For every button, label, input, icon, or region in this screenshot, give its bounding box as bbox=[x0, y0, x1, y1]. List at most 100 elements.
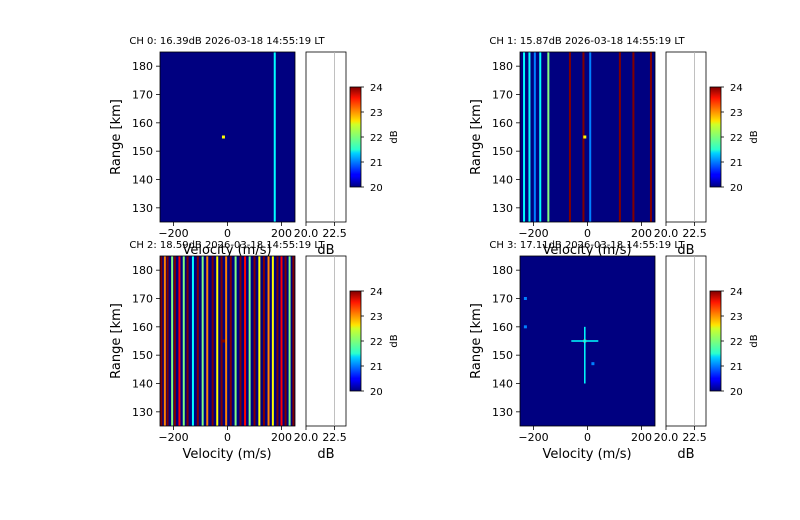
spectral-stripe bbox=[191, 256, 194, 426]
colorbar-tick-label: 21 bbox=[730, 158, 743, 169]
y-tick-label: 130 bbox=[492, 406, 513, 419]
spectral-stripe bbox=[523, 52, 526, 222]
panel-title: CH 0: 16.39dB 2026-03-18 14:55:19 LT bbox=[129, 36, 325, 47]
y-tick-label: 140 bbox=[492, 378, 513, 391]
heatmap bbox=[160, 52, 295, 222]
spectral-stripe bbox=[258, 256, 261, 426]
colorbar-tick-label: 20 bbox=[370, 183, 383, 194]
spectral-stripe bbox=[253, 256, 256, 426]
spectral-stripe bbox=[220, 256, 223, 426]
heatmap bbox=[520, 52, 655, 222]
spectral-stripe bbox=[539, 52, 542, 222]
spectral-stripe bbox=[201, 256, 204, 426]
spectral-stripe bbox=[216, 256, 219, 426]
profile-tick-label: 22.5 bbox=[682, 227, 707, 240]
profile-tick-label: 20.0 bbox=[654, 227, 679, 240]
spectral-stripe bbox=[271, 256, 274, 426]
panels-layer: CH 0: 16.39dB 2026-03-18 14:55:19 LT −200… bbox=[109, 36, 760, 462]
x-tick-label: 0 bbox=[224, 431, 231, 444]
y-tick-label: 160 bbox=[132, 321, 153, 334]
colorbar-tick-label: 20 bbox=[370, 387, 383, 398]
spectral-stripe bbox=[292, 256, 295, 426]
y-tick-label: 150 bbox=[132, 349, 153, 362]
profile-axis-label: dB bbox=[317, 447, 334, 462]
x-tick-label: −200 bbox=[158, 431, 188, 444]
x-tick-label: −200 bbox=[518, 431, 548, 444]
spectral-stripe bbox=[178, 256, 181, 426]
echo-point bbox=[221, 339, 225, 343]
colorbar-tick-label: 22 bbox=[730, 133, 743, 144]
x-tick-label: −200 bbox=[518, 227, 548, 240]
panel-ch2: CH 2: 18.59dB 2026-03-18 14:55:19 LT −200… bbox=[109, 240, 400, 462]
spectral-stripe bbox=[234, 256, 237, 426]
panel-ch3: CH 3: 17.11dB 2026-03-18 14:55:19 LT −200… bbox=[469, 240, 760, 462]
spectral-stripe bbox=[186, 256, 189, 426]
spectral-stripe bbox=[533, 52, 536, 222]
profile-axis-label: dB bbox=[677, 243, 694, 258]
echo-point bbox=[591, 362, 595, 366]
colorbar-tick-label: 23 bbox=[370, 108, 383, 119]
spectral-stripe bbox=[211, 256, 214, 426]
y-tick-label: 180 bbox=[132, 60, 153, 73]
profile-tick-label: 20.0 bbox=[654, 431, 679, 444]
colorbar-tick-label: 23 bbox=[730, 108, 743, 119]
panel-ch1: CH 1: 15.87dB 2026-03-18 14:55:19 LT −200… bbox=[469, 36, 760, 258]
spectral-stripe bbox=[528, 52, 531, 222]
panel-title: CH 3: 17.11dB 2026-03-18 14:55:19 LT bbox=[489, 240, 685, 251]
x-tick-label: 0 bbox=[224, 227, 231, 240]
x-tick-label: 0 bbox=[584, 431, 591, 444]
spectral-stripe bbox=[288, 256, 291, 426]
y-tick-label: 180 bbox=[492, 264, 513, 277]
spectral-stripe bbox=[173, 256, 176, 426]
spectral-stripe bbox=[160, 256, 163, 426]
spectral-stripe bbox=[248, 256, 251, 426]
y-tick-label: 170 bbox=[132, 293, 153, 306]
y-tick-label: 180 bbox=[492, 60, 513, 73]
spectral-stripe bbox=[618, 52, 621, 222]
spectral-stripe bbox=[244, 256, 247, 426]
spectral-stripe bbox=[589, 52, 592, 222]
y-tick-label: 170 bbox=[132, 89, 153, 102]
heatmap-background bbox=[160, 52, 295, 222]
colorbar bbox=[709, 86, 722, 188]
spectral-stripe bbox=[267, 256, 270, 426]
colorbar-tick-label: 24 bbox=[730, 287, 743, 298]
echo-point bbox=[523, 325, 527, 329]
echo-point bbox=[523, 297, 527, 300]
y-tick-label: 130 bbox=[132, 406, 153, 419]
heatmap bbox=[520, 256, 655, 426]
panel-title: CH 1: 15.87dB 2026-03-18 14:55:19 LT bbox=[489, 36, 685, 47]
y-tick-label: 140 bbox=[132, 174, 153, 187]
colorbar-label: dB bbox=[389, 334, 400, 347]
x-tick-label: 200 bbox=[271, 227, 292, 240]
profile-panel bbox=[305, 255, 347, 427]
spectral-stripe bbox=[239, 256, 242, 426]
spectral-stripe bbox=[649, 52, 652, 222]
y-tick-label: 150 bbox=[132, 145, 153, 158]
colorbar-label: dB bbox=[749, 130, 760, 143]
colorbar-tick-label: 21 bbox=[370, 362, 383, 373]
colorbar-tick-label: 20 bbox=[730, 183, 743, 194]
spectral-stripe bbox=[276, 256, 279, 426]
panel-title: CH 2: 18.59dB 2026-03-18 14:55:19 LT bbox=[129, 240, 325, 251]
y-axis-label: Range [km] bbox=[469, 99, 484, 175]
profile-tick-label: 20.0 bbox=[294, 227, 319, 240]
spectral-stripe bbox=[171, 256, 174, 426]
y-tick-label: 150 bbox=[492, 349, 513, 362]
y-tick-label: 170 bbox=[492, 293, 513, 306]
spectral-stripe bbox=[182, 256, 185, 426]
spectral-stripe bbox=[273, 52, 276, 222]
colorbar-tick-label: 21 bbox=[370, 158, 383, 169]
profile-panel bbox=[665, 255, 707, 427]
y-tick-label: 160 bbox=[132, 117, 153, 130]
colorbar-tick-label: 21 bbox=[730, 362, 743, 373]
colorbar-label: dB bbox=[389, 130, 400, 143]
spectral-stripe bbox=[225, 256, 228, 426]
y-tick-label: 130 bbox=[492, 202, 513, 215]
spectral-stripe bbox=[547, 52, 550, 222]
profile-tick-label: 22.5 bbox=[322, 431, 347, 444]
spectral-stripe bbox=[262, 256, 265, 426]
y-tick-label: 160 bbox=[492, 117, 513, 130]
x-tick-label: 200 bbox=[271, 431, 292, 444]
y-tick-label: 130 bbox=[132, 202, 153, 215]
